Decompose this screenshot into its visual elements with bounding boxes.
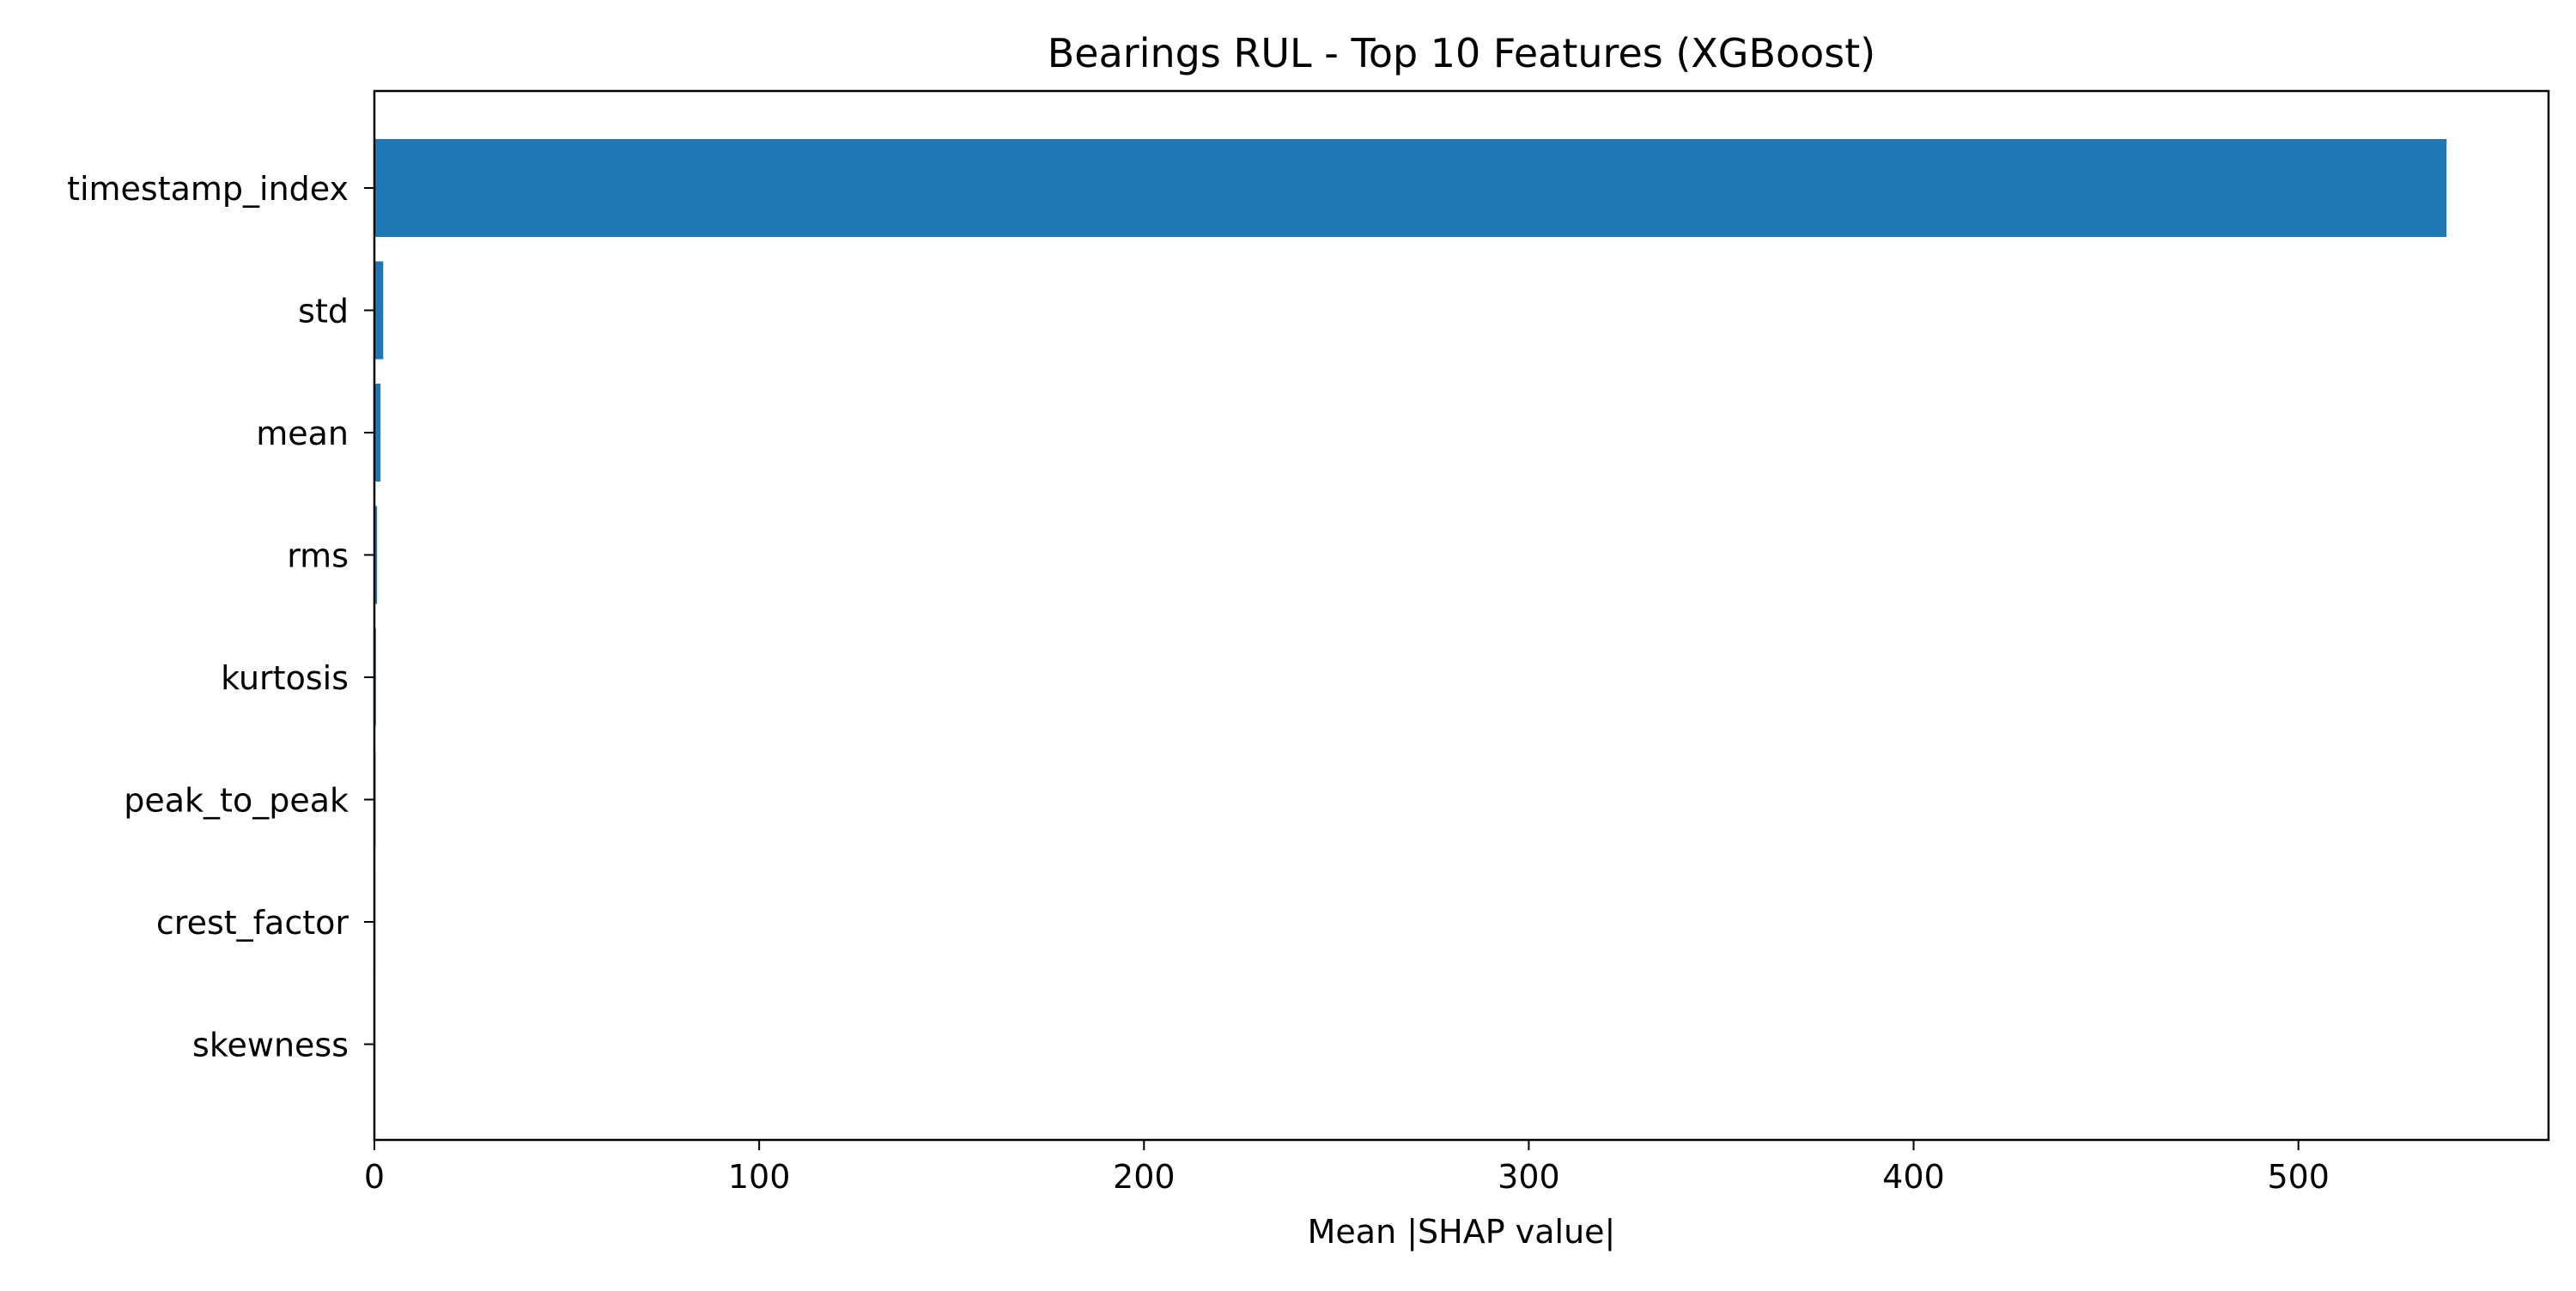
bar-std [374, 261, 384, 360]
y-tick-label: skewness [192, 1027, 349, 1064]
x-tick-label: 300 [1498, 1158, 1560, 1196]
x-tick-label: 500 [2267, 1158, 2330, 1196]
bars-layer [374, 139, 2447, 1094]
x-tick-label: 200 [1113, 1158, 1176, 1196]
x-tick-label: 400 [1882, 1158, 1945, 1196]
plot-frame [373, 89, 2550, 1142]
y-tick-label: rms [287, 537, 349, 575]
x-tick-label: 100 [728, 1158, 791, 1196]
bar-mean [374, 384, 381, 482]
bar-timestamp_index [374, 139, 2447, 237]
chart-title: Bearings RUL - Top 10 Features (XGBoost) [1048, 30, 1876, 76]
bar-rms [374, 506, 378, 604]
y-tick-label: timestamp_index [67, 170, 349, 208]
y-tick-label: crest_factor [156, 904, 349, 942]
y-tick-label: peak_to_peak [124, 782, 349, 820]
x-tick-label: 0 [364, 1158, 385, 1196]
y-tick-label: std [298, 293, 349, 330]
y-tick-label: mean [256, 415, 349, 452]
y-tick-label: kurtosis [221, 659, 349, 697]
x-axis-label: Mean |SHAP value| [1308, 1213, 1616, 1252]
